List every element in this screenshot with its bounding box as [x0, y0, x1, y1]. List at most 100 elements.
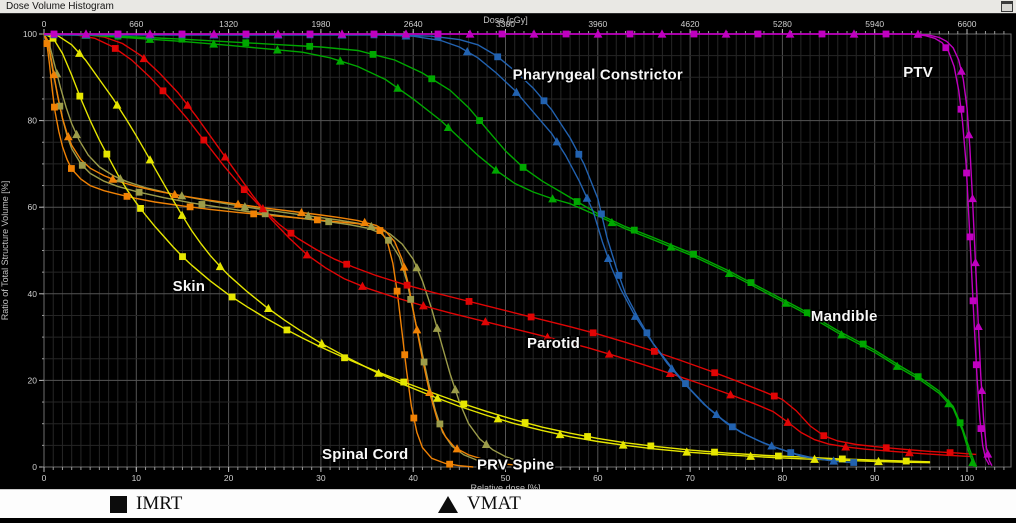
marker-triangle-ptv-vmat — [209, 29, 219, 38]
marker-triangle-mandible-vmat — [944, 399, 954, 408]
dvh-curve-spinal-cord-vmat — [43, 33, 525, 467]
marker-triangle-parotid-vmat — [183, 100, 193, 109]
dose-tick-label: 3960 — [588, 19, 607, 29]
marker-square-skin-imrt — [460, 400, 468, 408]
marker-square-parotid-imrt — [770, 392, 778, 400]
marker-square-mandible-imrt — [956, 419, 964, 427]
marker-square-ptv-imrt — [966, 233, 974, 241]
marker-triangle-mandible-vmat — [968, 457, 978, 466]
marker-square-parotid-imrt — [711, 369, 719, 377]
marker-triangle-mandible-vmat — [837, 330, 846, 339]
marker-square-spinal-cord-imrt — [393, 287, 401, 295]
imrt-square-icon — [110, 495, 127, 513]
marker-triangle-skin-vmat — [746, 451, 756, 460]
marker-square-parotid-imrt — [589, 329, 597, 337]
marker-square-skin-imrt — [521, 419, 529, 426]
marker-triangle-ptv-vmat — [977, 385, 987, 394]
marker-triangle-parotid-vmat — [904, 448, 914, 457]
marker-triangle-prv-spine-vmat — [432, 323, 442, 332]
marker-square-spinal-cord-imrt — [186, 203, 194, 211]
marker-square-ptv-imrt — [690, 30, 698, 38]
marker-triangle-skin-vmat — [874, 456, 883, 466]
marker-square-prv-spine-imrt — [436, 420, 444, 428]
marker-square-pharyngeal-constrictor-imrt — [682, 380, 689, 388]
relative-dose-tick-label: 90 — [870, 473, 880, 483]
marker-triangle-skin-vmat — [215, 261, 225, 271]
marker-square-skin-imrt — [228, 293, 236, 301]
window-restore-icon[interactable] — [1001, 1, 1013, 12]
marker-triangle-skin-vmat — [682, 447, 692, 456]
marker-square-ptv-imrt — [562, 30, 570, 38]
marker-triangle-skin-vmat — [618, 440, 628, 449]
marker-square-pharyngeal-constrictor-imrt — [615, 272, 623, 279]
marker-square-spinal-cord-imrt — [67, 165, 75, 172]
dose-tick-label: 1320 — [219, 19, 238, 29]
marker-square-prv-spine-imrt — [325, 218, 333, 226]
marker-triangle-parotid-vmat — [419, 301, 428, 310]
marker-triangle-skin-vmat — [374, 368, 383, 377]
marker-square-mandible-imrt — [690, 250, 697, 258]
marker-triangle-mandible-vmat — [393, 83, 403, 92]
dvh-curve-skin-imrt — [43, 33, 931, 463]
marker-triangle-ptv-vmat — [913, 29, 923, 38]
marker-triangle-mandible-vmat — [781, 298, 791, 307]
marker-square-skin-imrt — [838, 455, 846, 463]
volume-tick-label: 80 — [28, 116, 38, 126]
relative-dose-tick-label: 20 — [224, 473, 234, 483]
marker-square-skin-imrt — [103, 150, 111, 158]
marker-triangle-mandible-vmat — [607, 217, 617, 227]
marker-square-ptv-imrt — [242, 30, 250, 38]
relative-dose-tick-label: 10 — [132, 473, 142, 483]
marker-square-skin-imrt — [647, 442, 655, 450]
relative-dose-tick-label: 70 — [685, 473, 695, 483]
marker-triangle-spinal-cord-vmat — [297, 207, 306, 217]
marker-triangle-spinal-cord-vmat — [170, 189, 180, 199]
marker-square-mandible-imrt — [519, 164, 527, 171]
marker-square-ptv-imrt — [963, 169, 970, 177]
marker-triangle-skin-vmat — [493, 414, 503, 423]
marker-triangle-ptv-vmat — [968, 193, 977, 203]
marker-square-parotid-imrt — [240, 186, 248, 194]
marker-square-ptv-imrt — [818, 30, 826, 38]
marker-square-ptv-imrt — [754, 30, 762, 38]
curve-annotation-spinal-cord: Spinal Cord — [322, 446, 408, 463]
marker-square-spinal-cord-imrt — [123, 192, 131, 200]
marker-square-mandible-imrt — [306, 42, 314, 50]
marker-square-pharyngeal-constrictor-imrt — [850, 459, 858, 466]
marker-triangle-parotid-vmat — [543, 332, 552, 341]
curve-annotation-skin: Skin — [173, 278, 205, 295]
marker-triangle-ptv-vmat — [81, 29, 91, 38]
marker-square-prv-spine-imrt — [385, 236, 392, 244]
volume-tick-label: 20 — [28, 375, 38, 385]
marker-triangle-parotid-vmat — [139, 53, 149, 63]
marker-triangle-pharyngeal-constrictor-vmat — [712, 409, 721, 419]
relative-dose-axis-title: Relative dose [%] — [470, 483, 540, 489]
marker-square-skin-imrt — [179, 253, 186, 261]
marker-triangle-prv-spine-vmat — [481, 439, 491, 448]
marker-triangle-spinal-cord-vmat — [63, 132, 73, 141]
marker-square-ptv-imrt — [498, 30, 506, 38]
relative-dose-tick-label: 30 — [316, 473, 326, 483]
marker-triangle-ptv-vmat — [721, 29, 731, 38]
marker-triangle-prv-spine-vmat — [450, 385, 460, 394]
dose-tick-label: 660 — [129, 19, 143, 29]
marker-triangle-parotid-vmat — [358, 281, 367, 290]
marker-square-parotid-imrt — [527, 313, 535, 321]
marker-square-parotid-imrt — [946, 449, 954, 457]
marker-triangle-parotid-vmat — [220, 152, 230, 161]
marker-triangle-parotid-vmat — [258, 204, 268, 213]
marker-square-parotid-imrt — [882, 444, 890, 452]
dose-tick-label: 5280 — [773, 19, 792, 29]
title-bar: Dose Volume Histogram — [0, 0, 1016, 14]
legend-label-vmat: VMAT — [467, 493, 521, 514]
marker-square-parotid-imrt — [159, 87, 167, 95]
marker-square-pharyngeal-constrictor-imrt — [728, 423, 736, 431]
marker-square-parotid-imrt — [650, 347, 658, 355]
marker-triangle-ptv-vmat — [657, 29, 667, 38]
marker-triangle-mandible-vmat — [145, 34, 155, 43]
dose-tick-label: 6600 — [958, 19, 977, 29]
volume-axis-title: Ratio of Total Structure Volume [%] — [0, 181, 10, 320]
marker-triangle-prv-spine-vmat — [303, 211, 313, 220]
marker-square-ptv-imrt — [626, 30, 634, 38]
marker-square-skin-imrt — [584, 433, 591, 440]
